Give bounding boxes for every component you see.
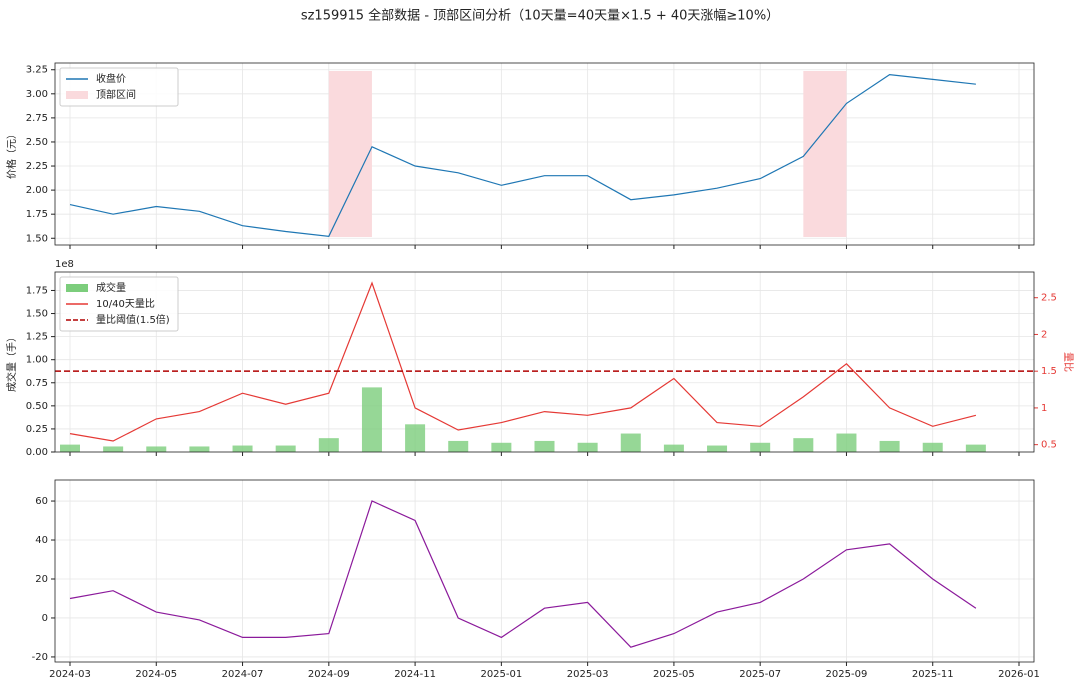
- legend-swatch: [66, 91, 88, 99]
- y-tick-label: 1.50: [26, 233, 48, 244]
- x-tick-label: 2024-09: [308, 669, 350, 680]
- volume-bar: [620, 433, 641, 452]
- y-tick-label: 60: [35, 496, 48, 507]
- y-tick-label: 2.25: [26, 161, 48, 172]
- x-tick-label: 2024-11: [394, 669, 436, 680]
- x-tick-label: 2025-09: [826, 669, 868, 680]
- x-tick-label: 2025-01: [480, 669, 522, 680]
- legend-box: [59, 67, 179, 107]
- volume-bar: [836, 433, 857, 452]
- y-tick-label: 1.75: [26, 285, 48, 296]
- y-tick-label: 0.00: [26, 447, 48, 458]
- volume-bar: [491, 442, 512, 452]
- y-tick-label: 0.50: [26, 401, 48, 412]
- volume-bar: [60, 444, 80, 452]
- series-line: [69, 281, 977, 442]
- volume-bar: [189, 446, 210, 452]
- y-tick-label: 1.00: [26, 355, 48, 366]
- series-line: [69, 500, 977, 648]
- volume-bar: [318, 438, 339, 452]
- y-tick-label: 0.25: [26, 424, 48, 435]
- x-tick-label: 2024-03: [49, 669, 91, 680]
- y-tick-label: 1.25: [26, 332, 48, 343]
- volume-bar: [146, 446, 167, 452]
- y-tick-label: 40: [35, 535, 48, 546]
- figure-title: sz159915 全部数据 - 顶部区间分析（10天量=40天量×1.5 + 4…: [301, 8, 779, 24]
- volume-bar: [922, 442, 943, 452]
- y-offset-label: 1e8: [55, 259, 74, 270]
- legend-label: 顶部区间: [96, 88, 136, 101]
- y-tick-label: 2.50: [26, 137, 48, 148]
- volume-bar: [448, 440, 469, 452]
- plot-frame: [54, 479, 1035, 663]
- top-zone: [328, 71, 372, 237]
- y-axis-label: 成交量（手）: [5, 332, 18, 392]
- y2-axis-label: 量比: [1062, 352, 1074, 372]
- legend-label: 10/40天量比: [96, 298, 155, 310]
- x-tick-label: 2025-11: [912, 669, 954, 680]
- y-tick-label: 3.00: [26, 89, 48, 100]
- volume-bar: [879, 440, 900, 452]
- y-tick-label: 2.00: [26, 185, 48, 196]
- x-tick-label: 2025-05: [653, 669, 695, 680]
- y-tick-label: 1.50: [26, 309, 48, 320]
- plot-frame: [54, 271, 1035, 453]
- volume-bar: [232, 445, 253, 452]
- volume-bar: [965, 444, 986, 452]
- y-tick-label: 3.25: [26, 65, 48, 76]
- volume-bar: [361, 387, 382, 452]
- legend-box: [59, 276, 179, 332]
- y-tick-label: 0.75: [26, 378, 48, 389]
- y2-tick-label: 2: [1041, 329, 1047, 340]
- x-tick-label: 2026-01: [998, 669, 1040, 680]
- volume-bar: [534, 440, 555, 452]
- legend-label: 收盘价: [96, 72, 126, 85]
- y2-tick-label: 0.5: [1041, 440, 1057, 451]
- y-tick-label: 0: [42, 613, 48, 624]
- y2-tick-label: 1: [1041, 403, 1047, 414]
- volume-bar: [405, 424, 426, 452]
- y2-tick-label: 2.5: [1041, 293, 1057, 304]
- x-tick-label: 2024-07: [222, 669, 264, 680]
- y-tick-label: 20: [35, 574, 48, 585]
- volume-bar: [275, 445, 296, 452]
- plot-frame: [54, 62, 1035, 246]
- y-axis-label: 价格（元）: [5, 129, 18, 179]
- y-tick-label: 2.75: [26, 113, 48, 124]
- top-zone: [803, 71, 847, 237]
- x-tick-label: 2025-07: [739, 669, 781, 680]
- legend-label: 成交量: [96, 281, 126, 294]
- volume-bar: [577, 442, 598, 452]
- volume-bar: [707, 445, 728, 452]
- x-tick-label: 2024-05: [135, 669, 177, 680]
- volume-bar: [103, 446, 124, 452]
- y2-tick-label: 1.5: [1041, 366, 1057, 377]
- y-tick-label: 1.75: [26, 209, 48, 220]
- y-tick-label: -20: [32, 652, 48, 663]
- x-tick-label: 2025-03: [567, 669, 609, 680]
- legend-label: 量比阈值(1.5倍): [96, 313, 170, 326]
- volume-bar: [663, 444, 684, 452]
- legend-swatch: [66, 284, 88, 292]
- series-line: [69, 73, 976, 237]
- volume-bar: [793, 438, 814, 452]
- volume-bar: [750, 442, 771, 452]
